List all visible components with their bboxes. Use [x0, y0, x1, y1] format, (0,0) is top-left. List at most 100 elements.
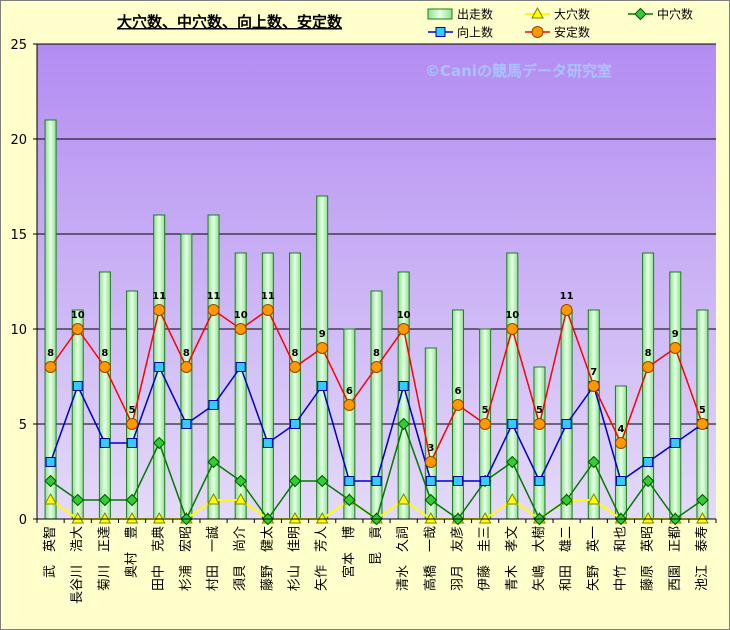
point-series-3-5	[181, 419, 192, 429]
data-label-5: 8	[183, 348, 190, 359]
point-series-4-1	[71, 323, 84, 335]
x-tick-label: 藤原 英昭	[641, 526, 656, 591]
point-series-4-7	[234, 323, 247, 335]
point-series-2-6	[207, 455, 220, 469]
x-tick-label: 奥村 豊	[125, 526, 140, 578]
data-label-6: 11	[207, 291, 221, 302]
x-tick-label: 杉浦 宏昭	[179, 526, 194, 591]
bar-series-0-17	[506, 252, 519, 520]
data-label-13: 10	[397, 310, 411, 321]
x-tick-label: 長谷川 浩大	[70, 526, 85, 604]
x-axis-labels: 武 英智 長谷川 浩大 菊川 正達 奥村 豊田中 克典 杉浦 宏昭 村田 一誠 須貝 尚介藤…	[43, 526, 710, 604]
point-series-2-20	[587, 455, 600, 469]
bar-series-0-20	[587, 309, 600, 520]
data-label-0: 8	[47, 348, 54, 359]
point-series-4-12	[370, 361, 383, 373]
point-series-3-15	[452, 476, 463, 486]
data-label-7: 10	[234, 310, 248, 321]
legend-swatch	[427, 8, 453, 20]
x-tick-label: 高橋 一哉	[422, 526, 438, 591]
data-label-15: 6	[454, 386, 461, 397]
x-tick-label: 村田 一誠	[206, 526, 221, 591]
point-series-4-13	[397, 323, 410, 335]
point-series-4-23	[669, 342, 682, 354]
point-series-2-24	[696, 493, 709, 507]
legend-label: 安定数	[554, 25, 590, 40]
point-series-1-7	[234, 492, 248, 505]
x-tick-label: 伊藤 圭三	[478, 526, 493, 591]
x-tick-label: 昆 貢	[369, 526, 384, 565]
point-series-1-24	[696, 511, 709, 524]
point-series-4-24	[696, 418, 709, 430]
point-series-4-11	[343, 399, 356, 411]
x-tick-label: 武 英智	[43, 526, 58, 578]
x-tick-label: 杉山 佳明	[288, 526, 303, 591]
legend-label: 出走数	[457, 7, 493, 22]
legend-swatch-marker	[435, 27, 446, 37]
y-tick-label: 15	[10, 228, 27, 243]
data-label-21: 4	[617, 424, 624, 435]
legend-label: 大穴数	[554, 7, 590, 22]
watermark: ©Caniの競馬データ研究室	[425, 62, 612, 80]
point-series-2-22	[641, 474, 655, 488]
legend-item: 出走数	[427, 7, 493, 22]
y-tick-label: 0	[19, 513, 27, 528]
x-tick-label: 菊川 正達	[97, 526, 112, 591]
x-tick-label: 藤野 健太	[260, 526, 275, 591]
point-series-4-3	[126, 418, 139, 430]
point-series-3-10	[317, 381, 328, 391]
point-series-3-0	[45, 457, 56, 467]
point-series-3-7	[235, 362, 246, 372]
point-series-1-2	[98, 511, 112, 524]
bar-series-0-19	[560, 309, 573, 520]
point-series-1-10	[315, 511, 329, 524]
x-tick-label: 池江 泰寿	[695, 526, 710, 591]
axes	[33, 43, 717, 523]
point-series-3-3	[127, 438, 138, 448]
point-series-1-13	[397, 492, 411, 505]
point-series-4-6	[207, 304, 220, 316]
point-series-3-22	[643, 457, 654, 467]
point-series-4-8	[261, 304, 274, 316]
point-series-1-4	[152, 511, 166, 524]
point-series-2-9	[288, 474, 302, 488]
point-series-3-21	[615, 476, 626, 486]
x-tick-label: 矢作 芳人	[315, 526, 330, 591]
point-series-1-9	[288, 511, 302, 524]
point-series-1-22	[641, 511, 655, 524]
y-tick-label: 5	[19, 418, 27, 433]
point-series-3-17	[507, 419, 518, 429]
point-series-4-10	[316, 342, 329, 354]
data-label-16: 5	[482, 405, 489, 416]
point-series-4-5	[180, 361, 193, 373]
data-label-10: 9	[319, 329, 326, 340]
point-series-2-0	[44, 474, 57, 488]
legend-item: 安定数	[525, 25, 590, 40]
point-series-2-7	[234, 474, 247, 488]
y-tick-label: 20	[10, 133, 27, 148]
point-series-2-2	[98, 493, 112, 507]
point-series-2-14	[424, 493, 438, 507]
bar-series-0-21	[614, 385, 627, 520]
point-series-3-6	[208, 400, 219, 410]
legend-swatch-marker	[531, 26, 544, 38]
data-label-4: 11	[152, 291, 166, 302]
data-label-11: 6	[346, 386, 353, 397]
point-series-4-16	[479, 418, 492, 430]
x-tick-label: 羽月 友彦	[449, 526, 465, 591]
point-series-3-8	[262, 438, 273, 448]
point-series-4-9	[289, 361, 302, 373]
point-series-2-19	[560, 493, 573, 507]
point-series-3-23	[670, 438, 681, 448]
bar-series-0-1	[71, 309, 84, 520]
point-series-1-16	[478, 511, 492, 524]
point-series-2-13	[397, 417, 410, 431]
x-tick-label: 矢野 英一	[586, 526, 601, 591]
point-series-3-9	[290, 419, 301, 429]
point-series-3-13	[398, 381, 409, 391]
point-series-2-3	[125, 493, 139, 507]
point-series-1-3	[125, 511, 139, 524]
x-tick-label: 清水 久詞	[396, 526, 411, 591]
series-4	[44, 304, 709, 468]
